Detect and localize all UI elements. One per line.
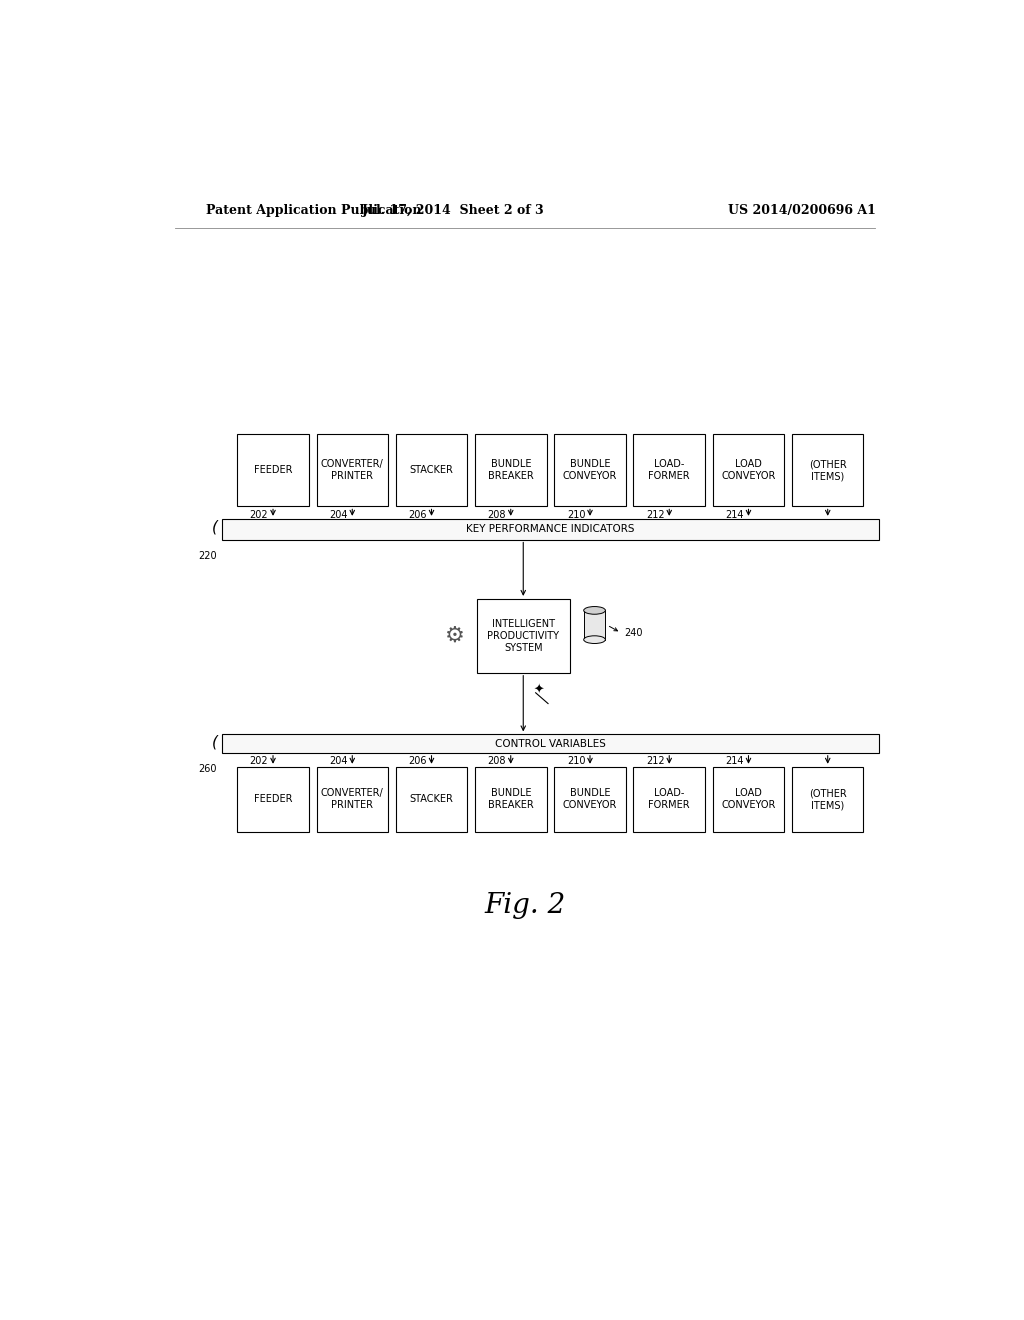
Text: 206: 206 bbox=[409, 756, 427, 766]
Bar bbox=[634, 434, 705, 507]
Text: 204: 204 bbox=[329, 756, 347, 766]
Text: 214: 214 bbox=[725, 756, 743, 766]
Text: 202: 202 bbox=[250, 510, 268, 520]
Text: FEEDER: FEEDER bbox=[254, 465, 292, 475]
Text: LOAD-
FORMER: LOAD- FORMER bbox=[648, 459, 690, 482]
Bar bbox=[238, 434, 309, 507]
Text: LOAD-
FORMER: LOAD- FORMER bbox=[648, 788, 690, 810]
Bar bbox=[554, 434, 626, 507]
Text: BUNDLE
BREAKER: BUNDLE BREAKER bbox=[487, 788, 534, 810]
Bar bbox=[634, 767, 705, 832]
Text: INTELLIGENT
PRODUCTIVITY
SYSTEM: INTELLIGENT PRODUCTIVITY SYSTEM bbox=[487, 619, 559, 653]
Text: 212: 212 bbox=[646, 510, 665, 520]
Text: FEEDER: FEEDER bbox=[254, 795, 292, 804]
Bar bbox=[584, 610, 605, 640]
Text: ✦: ✦ bbox=[534, 684, 544, 696]
Bar bbox=[713, 767, 784, 832]
Text: 202: 202 bbox=[250, 756, 268, 766]
Text: 208: 208 bbox=[487, 510, 506, 520]
Text: (: ( bbox=[212, 734, 218, 750]
Text: STACKER: STACKER bbox=[410, 465, 454, 475]
Bar bbox=[222, 734, 879, 752]
Text: BUNDLE
CONVEYOR: BUNDLE CONVEYOR bbox=[563, 788, 617, 810]
Bar bbox=[316, 434, 388, 507]
Text: 210: 210 bbox=[567, 756, 586, 766]
Text: STACKER: STACKER bbox=[410, 795, 454, 804]
Text: CONVERTER/
PRINTER: CONVERTER/ PRINTER bbox=[321, 459, 384, 482]
Text: 206: 206 bbox=[409, 510, 427, 520]
Bar bbox=[475, 434, 547, 507]
Bar bbox=[222, 519, 879, 540]
Bar bbox=[238, 767, 309, 832]
Text: 204: 204 bbox=[329, 510, 347, 520]
Bar bbox=[395, 767, 467, 832]
Text: (: ( bbox=[212, 520, 218, 535]
Ellipse shape bbox=[584, 607, 605, 614]
Bar bbox=[477, 599, 569, 673]
Bar bbox=[316, 767, 388, 832]
Text: (OTHER
ITEMS): (OTHER ITEMS) bbox=[809, 788, 847, 810]
Text: ⚙: ⚙ bbox=[445, 626, 465, 645]
Text: 210: 210 bbox=[567, 510, 586, 520]
Text: Jul. 17, 2014  Sheet 2 of 3: Jul. 17, 2014 Sheet 2 of 3 bbox=[362, 205, 545, 218]
Bar bbox=[395, 434, 467, 507]
Text: BUNDLE
BREAKER: BUNDLE BREAKER bbox=[487, 459, 534, 482]
Bar bbox=[713, 434, 784, 507]
Text: BUNDLE
CONVEYOR: BUNDLE CONVEYOR bbox=[563, 459, 617, 482]
Text: US 2014/0200696 A1: US 2014/0200696 A1 bbox=[728, 205, 877, 218]
Ellipse shape bbox=[584, 636, 605, 644]
Text: LOAD
CONVEYOR: LOAD CONVEYOR bbox=[721, 788, 775, 810]
Bar bbox=[792, 767, 863, 832]
Text: Patent Application Publication: Patent Application Publication bbox=[206, 205, 421, 218]
Text: KEY PERFORMANCE INDICATORS: KEY PERFORMANCE INDICATORS bbox=[466, 524, 635, 535]
Text: 260: 260 bbox=[199, 764, 217, 775]
Text: 214: 214 bbox=[725, 510, 743, 520]
Bar bbox=[475, 767, 547, 832]
Text: Fig. 2: Fig. 2 bbox=[484, 892, 565, 919]
Text: CONVERTER/
PRINTER: CONVERTER/ PRINTER bbox=[321, 788, 384, 810]
Text: 212: 212 bbox=[646, 756, 665, 766]
Bar bbox=[792, 434, 863, 507]
Text: 240: 240 bbox=[624, 628, 642, 638]
Text: 220: 220 bbox=[199, 552, 217, 561]
Text: CONTROL VARIABLES: CONTROL VARIABLES bbox=[495, 739, 606, 748]
Text: (OTHER
ITEMS): (OTHER ITEMS) bbox=[809, 459, 847, 482]
Text: 208: 208 bbox=[487, 756, 506, 766]
Bar bbox=[554, 767, 626, 832]
Text: LOAD
CONVEYOR: LOAD CONVEYOR bbox=[721, 459, 775, 482]
